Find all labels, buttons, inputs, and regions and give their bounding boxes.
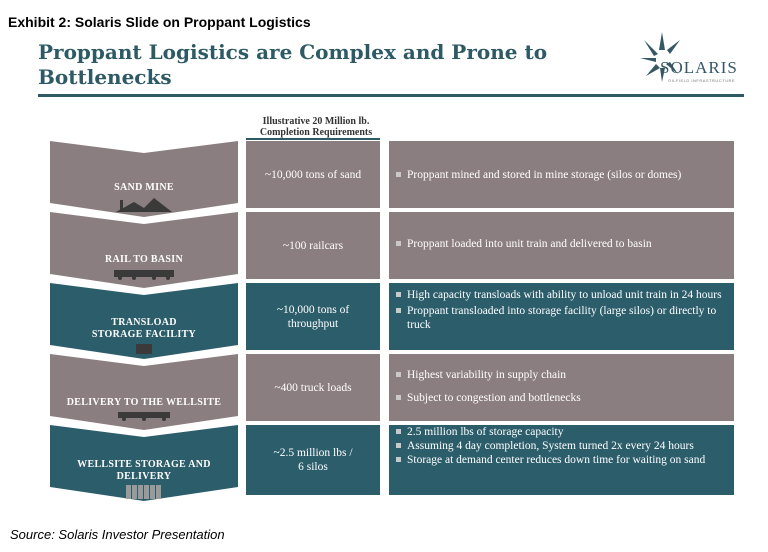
requirement-line: ~2.5 million lbs / — [273, 447, 353, 459]
stage-rail-to-basin: RAIL TO BASIN — [50, 212, 238, 288]
column-header-underline — [246, 138, 380, 140]
bullet: High capacity transloads with ability to… — [389, 288, 734, 302]
stage-label: TRANSLOAD STORAGE FACILITY — [50, 317, 238, 341]
solaris-sun-icon — [640, 32, 680, 82]
requirement-cell: ~10,000 tons of sand — [246, 141, 380, 208]
logo-wordmark: SOLARIS — [660, 58, 738, 77]
description-cell: Highest variability in supply chain Subj… — [389, 354, 734, 421]
stage-label: DELIVERY TO THE WELLSITE — [66, 397, 222, 408]
bullet: Subject to congestion and bottlenecks — [389, 391, 734, 405]
exhibit-caption: Exhibit 2: Solaris Slide on Proppant Log… — [8, 14, 311, 30]
title-divider — [38, 94, 744, 97]
stage-sand-mine: SAND MINE — [50, 141, 238, 217]
source-caption: Source: Solaris Investor Presentation — [10, 527, 225, 542]
requirement-text: ~2.5 million lbs / 6 silos — [261, 446, 364, 474]
logo-tagline: OILFIELD INFRASTRUCTURE — [668, 78, 736, 83]
description-cell: Proppant loaded into unit train and deli… — [389, 212, 734, 279]
stage-label: RAIL TO BASIN — [104, 254, 183, 265]
stage-label-line: DELIVERY — [116, 471, 172, 482]
requirement-text: ~10,000 tons of sand — [264, 168, 362, 181]
stage-label-line: STORAGE FACILITY — [91, 329, 197, 340]
requirement-line: throughput — [287, 317, 339, 330]
requirement-line: 6 silos — [298, 461, 328, 473]
stage-label-line: WELLSITE STORAGE AND — [77, 459, 211, 470]
bullet: Proppant mined and stored in mine storag… — [389, 168, 734, 182]
requirement-text: ~10,000 tons of throughput — [265, 303, 361, 331]
stage-label: SAND MINE — [114, 182, 174, 193]
stage-label-line: TRANSLOAD — [111, 317, 177, 328]
silos-icon — [126, 485, 161, 499]
stage-wellsite-storage: WELLSITE STORAGE AND DELIVERY — [50, 425, 238, 501]
bullet: Highest variability in supply chain — [389, 368, 734, 382]
requirement-cell: ~100 railcars — [246, 212, 380, 279]
description-cell: High capacity transloads with ability to… — [389, 283, 734, 350]
description-cell: Proppant mined and stored in mine storag… — [389, 141, 734, 208]
column-header-line1: Illustrative 20 Million lb. — [262, 116, 370, 127]
requirement-text: ~400 truck loads — [274, 381, 352, 394]
slide-title: Proppant Logistics are Complex and Prone… — [38, 40, 548, 89]
bullet: Assuming 4 day completion, System turned… — [389, 439, 734, 453]
bullet: Proppant transloaded into storage facili… — [389, 304, 734, 332]
truck-icon — [118, 412, 170, 421]
train-icon — [114, 270, 174, 280]
requirement-cell: ~10,000 tons of throughput — [246, 283, 380, 350]
bullet: 2.5 million lbs of storage capacity — [389, 425, 734, 439]
column-header: Illustrative 20 Million lb. Completion R… — [240, 116, 392, 138]
stage-transload-storage: TRANSLOAD STORAGE FACILITY — [50, 283, 238, 359]
bullet: Proppant loaded into unit train and deli… — [389, 237, 734, 251]
requirement-line: ~10,000 tons of — [276, 303, 350, 316]
transload-icon — [136, 344, 152, 354]
column-header-line2: Completion Requirements — [259, 127, 373, 138]
description-cell: 2.5 million lbs of storage capacity Assu… — [389, 425, 734, 495]
stage-label: WELLSITE STORAGE AND DELIVERY — [50, 459, 238, 483]
bullet: Storage at demand center reduces down ti… — [389, 453, 734, 467]
mine-icon — [116, 198, 172, 212]
requirement-cell: ~2.5 million lbs / 6 silos — [246, 425, 380, 495]
requirement-text: ~100 railcars — [282, 239, 344, 252]
stage-delivery-to-wellsite: DELIVERY TO THE WELLSITE — [50, 354, 238, 430]
requirement-cell: ~400 truck loads — [246, 354, 380, 421]
